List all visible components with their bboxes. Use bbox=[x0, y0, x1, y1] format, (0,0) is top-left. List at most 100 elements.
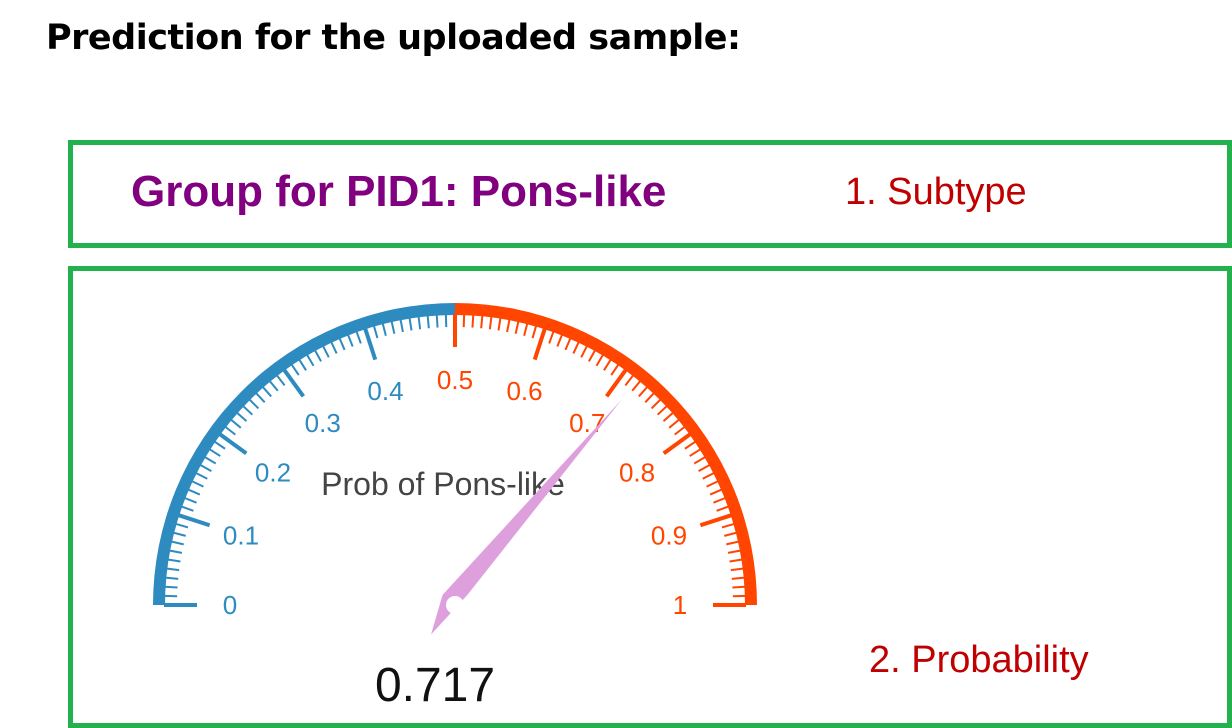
subtype-annotation: 1. Subtype bbox=[845, 171, 1027, 213]
gauge-minor-tick bbox=[290, 363, 300, 376]
gauge-major-tick bbox=[177, 513, 211, 528]
gauge-minor-tick bbox=[255, 392, 266, 404]
gauge-minor-tick bbox=[706, 480, 719, 488]
gauge-minor-tick bbox=[261, 386, 272, 398]
gauge-minor-tick bbox=[523, 322, 529, 336]
gauge-needle-hub bbox=[446, 596, 464, 614]
gauge-major-tick bbox=[532, 327, 547, 361]
gauge-minor-tick bbox=[572, 341, 580, 354]
gauge-minor-tick bbox=[638, 386, 649, 398]
gauge-minor-tick bbox=[702, 471, 715, 480]
gauge-minor-tick bbox=[729, 558, 743, 563]
gauge-minor-tick bbox=[268, 380, 279, 392]
gauge-needle bbox=[431, 399, 622, 635]
gauge-minor-tick bbox=[338, 337, 346, 351]
gauge-minor-tick bbox=[184, 496, 197, 504]
gauge-major-tick bbox=[218, 432, 248, 455]
gauge-minor-tick bbox=[165, 576, 179, 580]
gauge-minor-tick bbox=[662, 411, 674, 422]
gauge-minor-tick bbox=[610, 363, 620, 376]
gauge-minor-tick bbox=[417, 316, 422, 330]
gauge-minor-tick bbox=[556, 334, 564, 347]
gauge-minor-tick bbox=[730, 567, 744, 572]
gauge-minor-tick bbox=[727, 549, 742, 554]
gauge-minor-tick bbox=[631, 380, 642, 392]
gauge-minor-tick bbox=[480, 315, 484, 329]
gauge-minor-tick bbox=[603, 358, 612, 371]
gauge-tick-label: 0 bbox=[223, 590, 237, 620]
gauge-minor-tick bbox=[168, 549, 183, 554]
gauge-minor-tick bbox=[514, 320, 520, 334]
gauge-minor-tick bbox=[187, 488, 201, 496]
gauge-tick-label: 1 bbox=[673, 590, 687, 620]
gauge-minor-tick bbox=[313, 349, 322, 362]
gauge-minor-tick bbox=[624, 374, 635, 386]
gauge-minor-tick bbox=[506, 318, 511, 333]
gauge-tick-label: 0.5 bbox=[437, 365, 473, 395]
gauge-minor-tick bbox=[497, 317, 502, 331]
gauge-minor-tick bbox=[191, 480, 204, 488]
gauge-minor-tick bbox=[213, 440, 226, 450]
gauge-minor-tick bbox=[716, 505, 730, 512]
gauge-arc-high bbox=[455, 303, 757, 605]
gauge-minor-tick bbox=[236, 411, 248, 422]
probability-annotation: 2. Probability bbox=[869, 639, 1089, 681]
subtype-panel: Group for PID1: Pons-like 1. Subtype bbox=[68, 140, 1232, 248]
gauge-minor-tick bbox=[531, 325, 538, 339]
gauge-minor-tick bbox=[199, 463, 212, 472]
gauge-minor-tick bbox=[435, 314, 439, 328]
gauge-minor-tick bbox=[471, 314, 475, 328]
probability-panel: 0 0.1 0.2 0.3 0.4 0.5 0.6 0.7 0.8 0.9 1 Prob of Po… bbox=[68, 266, 1232, 728]
gauge-minor-tick bbox=[242, 405, 254, 416]
gauge-minor-tick bbox=[167, 558, 181, 563]
gauge-tick-label: 0.2 bbox=[255, 458, 291, 488]
gauge-major-tick bbox=[605, 368, 628, 398]
gauge-minor-tick bbox=[548, 330, 555, 344]
gauge-minor-tick bbox=[650, 398, 662, 410]
gauge-minor-tick bbox=[724, 531, 738, 537]
gauge-minor-tick bbox=[588, 349, 597, 362]
gauge-minor-tick bbox=[164, 585, 178, 589]
gauge-minor-tick bbox=[726, 540, 740, 546]
gauge-value: 0.717 bbox=[375, 659, 495, 712]
gauge-minor-tick bbox=[674, 425, 686, 436]
gauge-tick-label: 0.9 bbox=[651, 520, 687, 550]
gauge-minor-tick bbox=[721, 522, 735, 529]
gauge-minor-tick bbox=[166, 567, 180, 572]
gauge-minor-tick bbox=[175, 522, 189, 529]
gauge-tick-label: 0.1 bbox=[223, 520, 259, 550]
gauge-minor-tick bbox=[381, 322, 387, 336]
group-label: Group for PID1: Pons-like bbox=[131, 167, 667, 216]
gauge-minor-tick bbox=[644, 392, 655, 404]
gauge-tick-label: 0.6 bbox=[506, 376, 542, 406]
gauge-major-tick bbox=[699, 513, 733, 528]
gauge-title: Prob of Pons-like bbox=[321, 466, 565, 502]
gauge-tick-label: 0.3 bbox=[305, 408, 341, 438]
gauge-major-tick bbox=[282, 368, 305, 398]
gauge-tick-label: 0.7 bbox=[569, 408, 605, 438]
gauge-minor-tick bbox=[298, 358, 307, 371]
gauge-arc-low bbox=[153, 303, 455, 605]
gauge-minor-tick bbox=[195, 471, 208, 480]
gauge-minor-tick bbox=[595, 354, 604, 367]
gauge-minor-tick bbox=[426, 315, 430, 329]
gauge-minor-tick bbox=[330, 341, 338, 354]
gauge-minor-tick bbox=[346, 334, 354, 347]
gauge-minor-tick bbox=[684, 440, 697, 450]
gauge-major-tick bbox=[662, 432, 692, 455]
page-heading: Prediction for the uploaded sample: bbox=[46, 18, 741, 58]
gauge-minor-tick bbox=[709, 488, 723, 496]
gauge-minor-tick bbox=[689, 448, 702, 457]
gauge-minor-tick bbox=[372, 325, 379, 339]
gauge-minor-tick bbox=[564, 337, 572, 351]
gauge-minor-tick bbox=[693, 456, 706, 465]
gauge-minor-tick bbox=[355, 330, 362, 344]
gauge-minor-tick bbox=[580, 345, 589, 358]
gauge-minor-tick bbox=[306, 354, 315, 367]
gauge-minor-tick bbox=[204, 456, 217, 465]
gauge-minor-tick bbox=[208, 448, 221, 457]
gauge-minor-tick bbox=[224, 425, 236, 436]
gauge-minor-tick bbox=[488, 316, 493, 330]
gauge-minor-tick bbox=[698, 463, 711, 472]
gauge-tick-label: 0.8 bbox=[619, 458, 655, 488]
